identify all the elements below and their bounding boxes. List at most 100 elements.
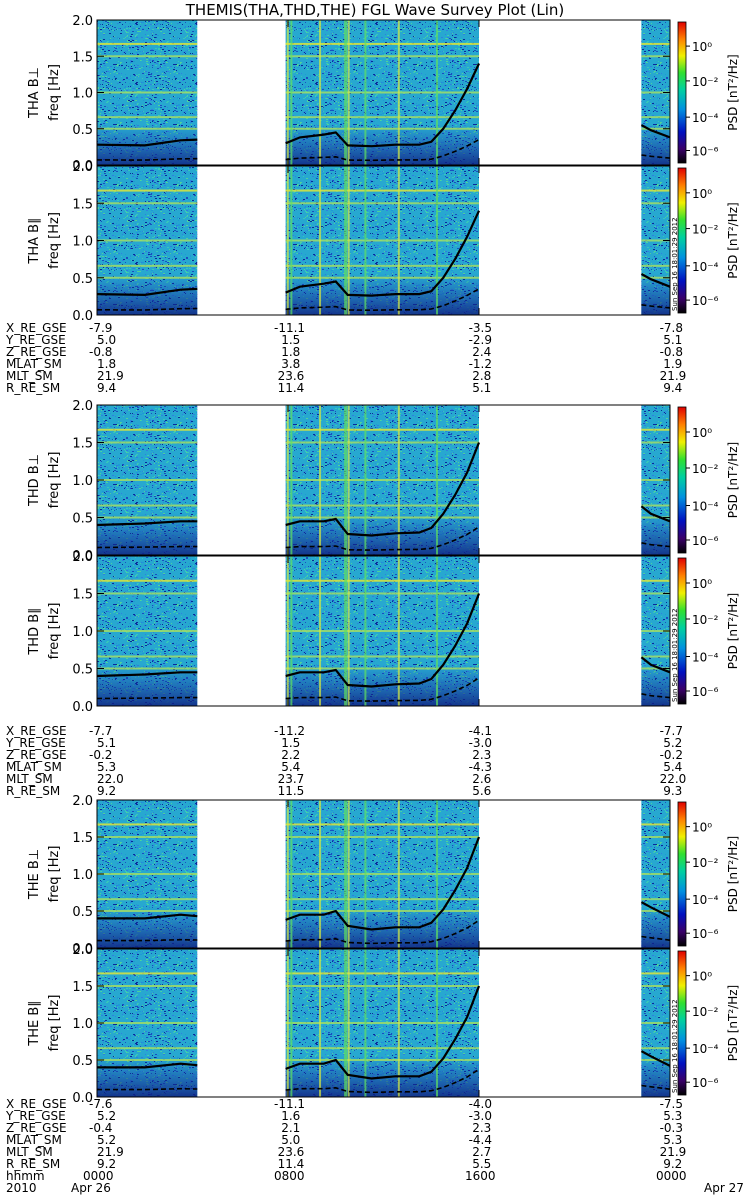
orbit-value: 11.5 bbox=[277, 784, 305, 798]
orbit-value: 2.4 bbox=[472, 345, 492, 359]
orbit-value: 9.2 bbox=[97, 784, 117, 798]
y-tick-label: 1.5 bbox=[72, 831, 93, 846]
y-tick-label: 0.0 bbox=[72, 549, 93, 564]
y-tick-label: 2.0 bbox=[72, 160, 93, 175]
gyrofrequency-curve bbox=[96, 520, 198, 527]
y-tick-label: 1.0 bbox=[72, 1017, 93, 1032]
colorbar-tick-label: 10⁻² bbox=[692, 1005, 719, 1019]
orbit-value: 1.5 bbox=[281, 333, 301, 347]
date-stamp: Sun Sep 16 18:01:29 2012 bbox=[671, 608, 679, 702]
orbit-row-label: R_RE_SM bbox=[6, 381, 61, 395]
orbit-value: -0.2 bbox=[89, 748, 113, 762]
gyrofrequency-curve bbox=[640, 901, 671, 918]
y-tick-label: 0.5 bbox=[72, 123, 93, 138]
time-tick-label: 0000 bbox=[83, 1169, 114, 1183]
gyrofrequency-fraction-curve bbox=[641, 154, 671, 159]
orbit-value: 9.4 bbox=[663, 381, 683, 395]
orbit-row-label: X_RE_GSE bbox=[6, 724, 67, 738]
orbit-value: 1.8 bbox=[281, 345, 301, 359]
orbit-value: -3.5 bbox=[468, 321, 493, 335]
gyrofrequency-curve bbox=[640, 505, 671, 523]
orbit-value: -2.9 bbox=[468, 333, 493, 347]
colorbar-label: PSD [nT²/Hz] bbox=[726, 985, 740, 1061]
start-date-label: Apr 26 bbox=[71, 1181, 111, 1195]
date-stamp: Sun Sep 16 18:01:29 2012 bbox=[671, 217, 679, 311]
orbit-value: 1.9 bbox=[663, 357, 683, 371]
colorbar bbox=[677, 21, 687, 164]
colorbar-label: PSD [nT²/Hz] bbox=[726, 54, 740, 130]
orbit-value: 5.2 bbox=[97, 1133, 117, 1147]
orbit-value: -0.8 bbox=[89, 345, 113, 359]
y-tick-label: 1.0 bbox=[72, 235, 93, 250]
orbit-value: 1.8 bbox=[97, 357, 117, 371]
colorbar-tick-label: 10⁻⁶ bbox=[692, 534, 719, 548]
panel-label: THD B∥ bbox=[27, 607, 42, 655]
orbit-value: 5.1 bbox=[97, 736, 117, 750]
orbit-value: -4.1 bbox=[468, 724, 493, 738]
y-tick-label: 0.0 bbox=[72, 159, 93, 174]
orbit-value: 22.0 bbox=[97, 772, 124, 786]
orbit-value: -0.3 bbox=[659, 1121, 684, 1135]
spectrogram-panel: 0.0 0.5 1.0 1.5 2.0 THD B∥ freq [Hz] 10⁰ 10⁻² 10⁻… bbox=[27, 550, 740, 715]
gyrofrequency-fraction-curve bbox=[641, 304, 671, 309]
time-row-label: hhmm bbox=[6, 1169, 45, 1183]
year-label: 2010 bbox=[6, 1181, 37, 1195]
orbit-value: 23.6 bbox=[277, 1145, 305, 1159]
orbit-value: -4.3 bbox=[468, 760, 493, 774]
gyrofrequency-fraction-curve bbox=[641, 542, 671, 548]
y-tick-label: 1.5 bbox=[72, 437, 93, 452]
colorbar-tick-label: 10⁻² bbox=[692, 856, 719, 870]
orbit-value: -4.4 bbox=[468, 1133, 493, 1147]
orbit-value: 21.9 bbox=[659, 1145, 687, 1159]
colorbar-tick-label: 10⁻⁴ bbox=[692, 500, 719, 514]
gyrofrequency-curve bbox=[640, 124, 671, 139]
gyrofrequency-curve bbox=[97, 913, 198, 920]
orbit-row-label: Y_RE_GSE bbox=[6, 736, 66, 750]
y-tick-label: 1.5 bbox=[72, 588, 93, 603]
date-stamp: Sun Sep 16 18:01:29 2012 bbox=[671, 999, 679, 1093]
orbit-value: -4.0 bbox=[468, 1097, 493, 1111]
y-tick-label: 0.0 bbox=[72, 1091, 93, 1106]
orbit-row-label: Z_RE_GSE bbox=[6, 748, 67, 762]
orbit-value: -7.6 bbox=[89, 1097, 113, 1111]
panel-label: THE B∥ bbox=[27, 1000, 42, 1046]
orbit-value: -7.5 bbox=[659, 1097, 684, 1111]
colorbar-tick-label: 10⁻² bbox=[692, 223, 719, 237]
colorbar-tick-label: 10⁰ bbox=[692, 821, 712, 835]
colorbar-tick-label: 10⁰ bbox=[692, 40, 712, 54]
spectrogram-panel: 0.0 0.5 1.0 1.5 2.0 THE B∥ freq [Hz] 10⁰ 10⁻² 10⁻… bbox=[27, 943, 740, 1106]
gyrofrequency-curve bbox=[285, 836, 481, 931]
figure-title: THEMIS(THA,THD,THE) FGL Wave Survey Plot… bbox=[185, 1, 565, 19]
orbit-value: -7.9 bbox=[89, 321, 113, 335]
orbit-value: 2.1 bbox=[281, 1121, 301, 1135]
colorbar bbox=[677, 557, 687, 705]
y-tick-label: 0.5 bbox=[72, 1054, 93, 1069]
gyrofrequency-fraction-curve bbox=[285, 1068, 480, 1094]
orbit-row-label: MLT_SM bbox=[6, 1145, 53, 1159]
y-tick-label: 2.0 bbox=[72, 399, 93, 414]
gyrofrequency-fraction-curve bbox=[96, 307, 198, 311]
orbit-value: 9.4 bbox=[97, 381, 117, 395]
gyrofrequency-fraction-curve bbox=[96, 696, 198, 700]
orbit-value: 11.4 bbox=[277, 1157, 305, 1171]
orbit-value: 23.7 bbox=[277, 772, 305, 786]
gyrofrequency-fraction-curve bbox=[641, 693, 671, 699]
orbit-value: 21.9 bbox=[97, 1145, 124, 1159]
spectrogram-panel: 0.0 0.5 1.0 1.5 2.0 THA B∥ freq [Hz] 10⁰ 10⁻² 10⁻… bbox=[27, 160, 740, 324]
orbit-value: 9.3 bbox=[663, 784, 683, 798]
gyrofrequency-curve bbox=[97, 1062, 198, 1069]
gyrofrequency-curve bbox=[640, 273, 671, 288]
gyrofrequency-fraction-curve bbox=[97, 938, 198, 942]
colorbar-tick-label: 10⁻⁶ bbox=[692, 685, 719, 699]
colorbar bbox=[677, 406, 687, 554]
orbit-value: -1.2 bbox=[468, 357, 493, 371]
gyrofrequency-curve bbox=[96, 138, 198, 147]
gyrofrequency-curve bbox=[640, 1050, 671, 1067]
y-axis-label: freq [Hz] bbox=[47, 64, 62, 121]
gyrofrequency-fraction-curve bbox=[641, 935, 671, 941]
orbit-value: -11.1 bbox=[274, 1097, 306, 1111]
colorbar-tick-label: 10⁻⁴ bbox=[692, 893, 719, 907]
colorbar-label: PSD [nT²/Hz] bbox=[726, 836, 740, 912]
